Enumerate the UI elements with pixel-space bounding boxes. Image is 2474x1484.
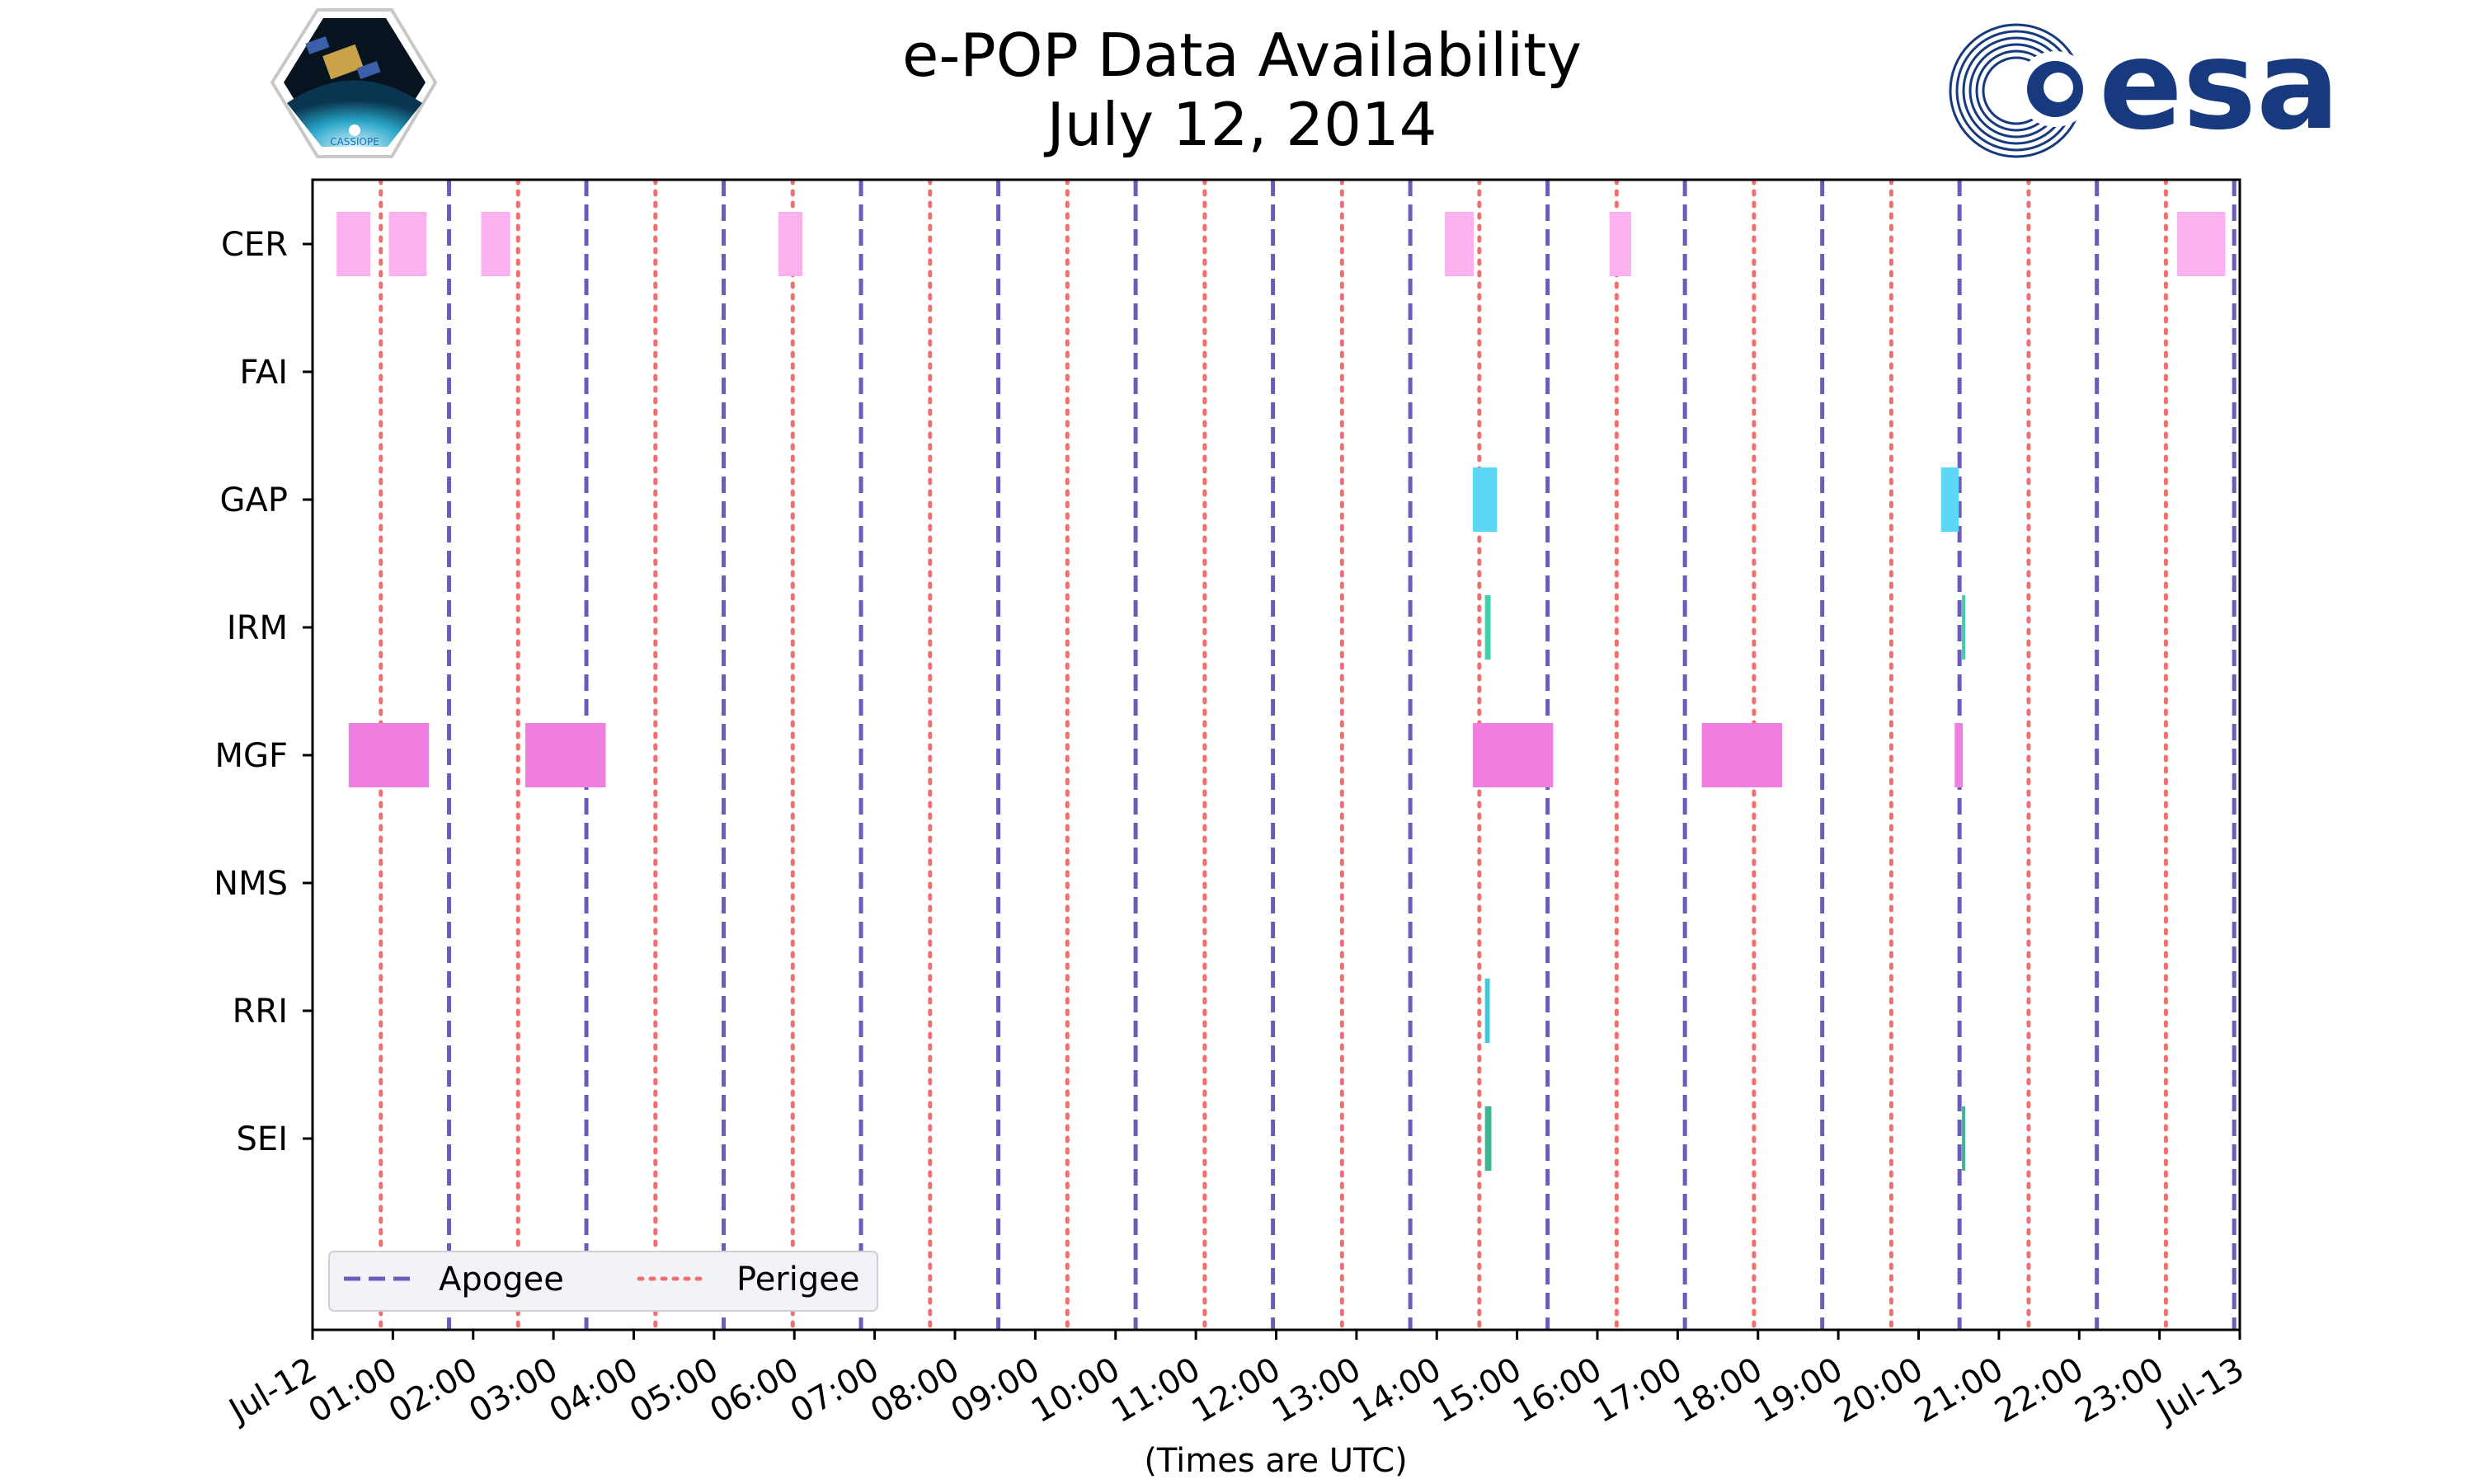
bar-cer [1444,212,1475,276]
x-tick-label: 14:00 [1346,1350,1447,1430]
cassiope-logo: CASSIOPE [270,8,438,158]
y-tick-label: SEI [237,1120,288,1158]
bar-gap [1940,467,1959,532]
bar-mgf [348,723,430,787]
x-tick-label: 20:00 [1828,1350,1930,1430]
bar-mgf [1473,723,1554,787]
bar-mgf [1701,723,1782,787]
legend-perigee-label: Perigee [736,1261,859,1298]
bar-cer [778,212,802,276]
chart-subtitle: July 12, 2014 [1044,90,1437,159]
y-tick-label: FAI [240,354,289,392]
x-tick-label: 21:00 [1908,1350,2010,1430]
x-tick-label: 01:00 [303,1350,404,1430]
x-tick-label: 13:00 [1266,1350,1367,1430]
y-tick-label: IRM [227,609,288,647]
x-tick-label: 16:00 [1507,1350,1608,1430]
bar-rri [1484,979,1490,1043]
x-tick-label: Jul-13 [2148,1350,2251,1431]
x-tick-label: 05:00 [623,1350,725,1430]
bar-cer [336,212,371,276]
x-tick-label: 17:00 [1587,1350,1689,1430]
legend-apogee-label: Apogee [439,1261,564,1298]
x-axis-label: (Times are UTC) [1144,1442,1407,1480]
x-tick-label: 19:00 [1747,1350,1849,1430]
plot-area [313,180,2240,1330]
x-tick-label: 22:00 [1988,1350,2090,1430]
bar-cer [481,212,510,276]
bar-mgf [1954,723,1964,787]
legend: Apogee Perigee [328,1251,878,1312]
x-tick-label: 06:00 [703,1350,805,1430]
x-axis: Jul-1201:0002:0003:0004:0005:0006:0007:0… [221,1330,2251,1431]
bar-irm [1962,595,1965,660]
x-tick-label: 10:00 [1025,1350,1126,1430]
bar-sei [1484,1106,1492,1171]
x-tick-label: 23:00 [2069,1350,2171,1430]
bar-gap [1473,467,1498,532]
bar-irm [1484,595,1491,660]
bar-cer [388,212,427,276]
cassiope-logo-text: CASSIOPE [330,136,379,148]
x-tick-label: 12:00 [1186,1350,1287,1430]
y-axis: CER FAI GAP IRM MGF NMS RRI SEI [214,226,313,1158]
y-tick-label: NMS [214,865,288,903]
y-tick-label: MGF [214,737,288,775]
x-tick-label: 18:00 [1667,1350,1769,1430]
availability-bars [336,212,2226,1171]
x-tick-label: 08:00 [864,1350,966,1430]
esa-logo: esa [1949,14,2340,158]
x-tick-label: 11:00 [1105,1350,1206,1430]
y-tick-label: RRI [233,993,288,1031]
y-tick-label: GAP [220,481,288,519]
esa-logo-text: esa [2099,14,2340,157]
x-tick-label: 02:00 [383,1350,484,1430]
chart-title: e-POP Data Availability [902,21,1582,90]
y-tick-label: CER [221,226,288,264]
legend-box [328,1251,878,1312]
bar-sei [1962,1106,1965,1171]
bar-cer [1609,212,1631,276]
x-tick-label: Jul-12 [221,1350,323,1431]
x-tick-label: 07:00 [784,1350,886,1430]
bar-mgf [525,723,606,787]
bar-cer [2177,212,2226,276]
x-tick-label: 04:00 [543,1350,645,1430]
x-tick-label: 09:00 [945,1350,1047,1430]
x-tick-label: 15:00 [1427,1350,1528,1430]
x-tick-label: 03:00 [463,1350,564,1430]
